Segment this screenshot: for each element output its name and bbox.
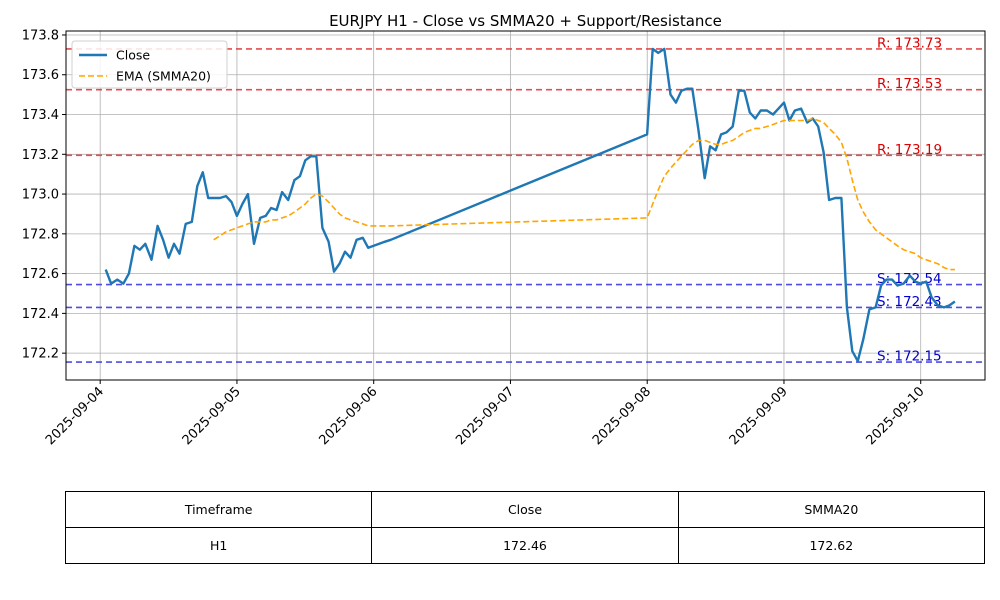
y-tick-label: 172.6 (22, 267, 59, 282)
x-tick-label: 2025-09-05 (180, 384, 244, 448)
y-tick-label: 173.0 (22, 188, 59, 203)
chart-title: EURJPY H1 - Close vs SMMA20 + Support/Re… (329, 12, 722, 30)
table-header-timeframe: Timeframe (64, 491, 373, 528)
y-tick-label: 173.2 (22, 148, 59, 163)
resistance-label: R: 173.53 (877, 76, 942, 92)
close-series-line (104, 47, 956, 363)
y-tick-label: 173.8 (22, 28, 59, 43)
table-header-row: Timeframe Close SMMA20 (64, 491, 986, 528)
smma20-series-line (213, 117, 955, 271)
x-tick-label: 2025-09-09 (727, 384, 791, 448)
support-label: S: 172.15 (877, 349, 942, 365)
legend-box (71, 40, 228, 89)
legend: Close EMA (SMMA20) (71, 40, 228, 89)
y-tick-label: 172.2 (22, 347, 59, 362)
legend-label: Close (116, 48, 150, 63)
table-header-smma20: SMMA20 (677, 491, 986, 528)
support-label: S: 172.43 (877, 294, 942, 310)
series-lines (104, 47, 956, 363)
table-row: H1 172.46 172.62 (64, 527, 986, 564)
y-tick-label: 173.6 (22, 68, 59, 83)
axis-ticks: 2025-09-04 2025-09-05 2025-09-06 2025-09-07… (22, 28, 928, 448)
table-cell-smma20: 172.62 (677, 527, 986, 564)
x-tick-label: 2025-09-04 (43, 384, 107, 448)
resistance-label: R: 173.73 (877, 35, 942, 51)
y-tick-label: 172.8 (22, 227, 59, 242)
grid (66, 31, 985, 380)
table-cell-timeframe: H1 (64, 527, 373, 564)
table-header-close: Close (371, 491, 679, 528)
x-tick-label: 2025-09-07 (453, 384, 517, 448)
support-resistance-lines: R: 173.73R: 173.53R: 173.19S: 172.54S: 1… (66, 35, 985, 365)
x-tick-label: 2025-09-10 (864, 384, 928, 448)
resistance-label: R: 173.19 (877, 142, 942, 158)
y-tick-label: 172.4 (22, 307, 59, 322)
summary-table: Timeframe Close SMMA20 H1 172.46 172.62 (64, 491, 986, 564)
table-cell-close: 172.46 (371, 527, 679, 564)
plot-frame (65, 30, 986, 381)
x-tick-label: 2025-09-08 (590, 384, 654, 448)
legend-label: EMA (SMMA20) (116, 69, 211, 84)
y-tick-label: 173.4 (22, 108, 59, 123)
x-tick-label: 2025-09-06 (316, 384, 380, 448)
